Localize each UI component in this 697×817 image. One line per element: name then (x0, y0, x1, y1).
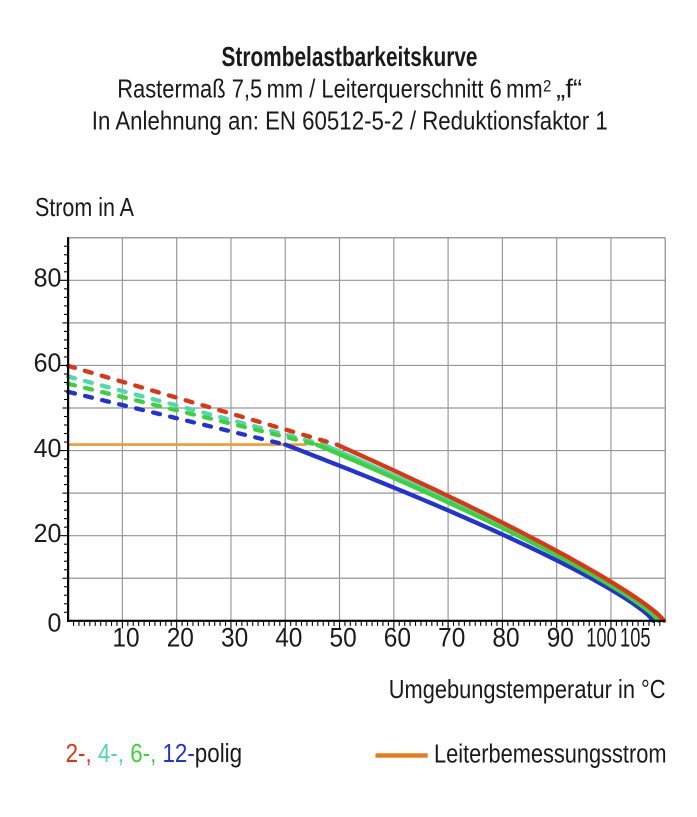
svg-text:Strom in A: Strom in A (35, 192, 135, 222)
svg-text:12-: 12- (163, 740, 195, 768)
svg-text:polig: polig (195, 740, 242, 768)
svg-text:Rastermaß 7,5 mm / Leiterquers: Rastermaß 7,5 mm / Leiterquerschnitt 6 m… (117, 73, 543, 103)
svg-text:70: 70 (438, 622, 465, 652)
svg-text:60: 60 (384, 622, 411, 652)
svg-text:„f“: „f“ (556, 73, 582, 103)
svg-text:Leiterbemessungsstrom: Leiterbemessungsstrom (434, 741, 667, 769)
svg-text:30: 30 (221, 622, 248, 652)
svg-text:40: 40 (275, 622, 302, 652)
svg-text:20: 20 (34, 518, 62, 548)
svg-text:40: 40 (34, 433, 62, 463)
svg-text:10: 10 (112, 622, 139, 652)
svg-text:6-,: 6-, (130, 740, 156, 768)
svg-text:80: 80 (34, 263, 62, 293)
svg-text:4-,: 4-, (98, 740, 124, 768)
svg-text:2: 2 (543, 77, 551, 96)
svg-text:Strombelastbarkeitskurve: Strombelastbarkeitskurve (222, 41, 478, 72)
svg-text:0: 0 (48, 608, 62, 638)
svg-text:50: 50 (330, 622, 357, 652)
svg-text:80: 80 (492, 622, 519, 652)
svg-text:2-,: 2-, (66, 740, 92, 768)
svg-text:In Anlehnung an: EN 60512-5-2: In Anlehnung an: EN 60512-5-2 / Reduktio… (92, 106, 608, 136)
svg-text:100: 100 (586, 622, 617, 652)
svg-text:60: 60 (34, 348, 62, 378)
svg-text:90: 90 (547, 622, 574, 652)
svg-text:20: 20 (167, 622, 194, 652)
svg-text:Umgebungstemperatur in °C: Umgebungstemperatur in °C (389, 674, 666, 704)
svg-text:105: 105 (620, 622, 651, 652)
